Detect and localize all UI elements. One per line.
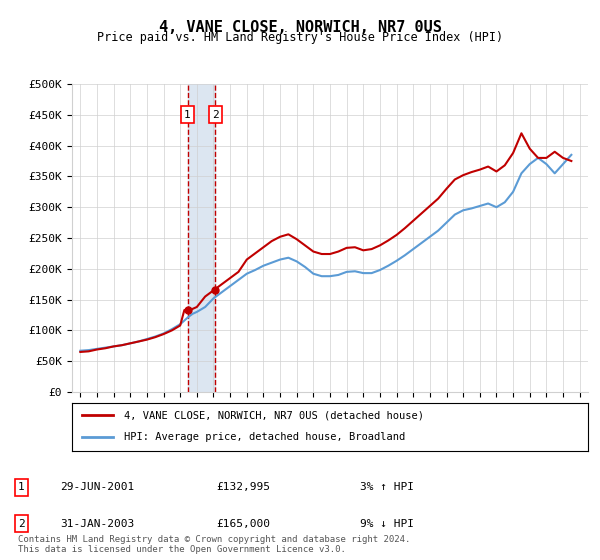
Text: 2: 2	[18, 519, 25, 529]
Text: HPI: Average price, detached house, Broadland: HPI: Average price, detached house, Broa…	[124, 432, 405, 442]
Text: Price paid vs. HM Land Registry's House Price Index (HPI): Price paid vs. HM Land Registry's House …	[97, 31, 503, 44]
Text: Contains HM Land Registry data © Crown copyright and database right 2024.
This d: Contains HM Land Registry data © Crown c…	[18, 535, 410, 554]
Text: 3% ↑ HPI: 3% ↑ HPI	[360, 482, 414, 492]
Text: 2: 2	[212, 110, 219, 120]
Text: 4, VANE CLOSE, NORWICH, NR7 0US (detached house): 4, VANE CLOSE, NORWICH, NR7 0US (detache…	[124, 410, 424, 420]
Text: 31-JAN-2003: 31-JAN-2003	[60, 519, 134, 529]
Text: £132,995: £132,995	[216, 482, 270, 492]
Text: £165,000: £165,000	[216, 519, 270, 529]
Text: 4, VANE CLOSE, NORWICH, NR7 0US: 4, VANE CLOSE, NORWICH, NR7 0US	[158, 20, 442, 35]
Text: 9% ↓ HPI: 9% ↓ HPI	[360, 519, 414, 529]
Text: 1: 1	[18, 482, 25, 492]
Text: 1: 1	[184, 110, 191, 120]
Bar	[188, 84, 215, 392]
Text: 29-JUN-2001: 29-JUN-2001	[60, 482, 134, 492]
